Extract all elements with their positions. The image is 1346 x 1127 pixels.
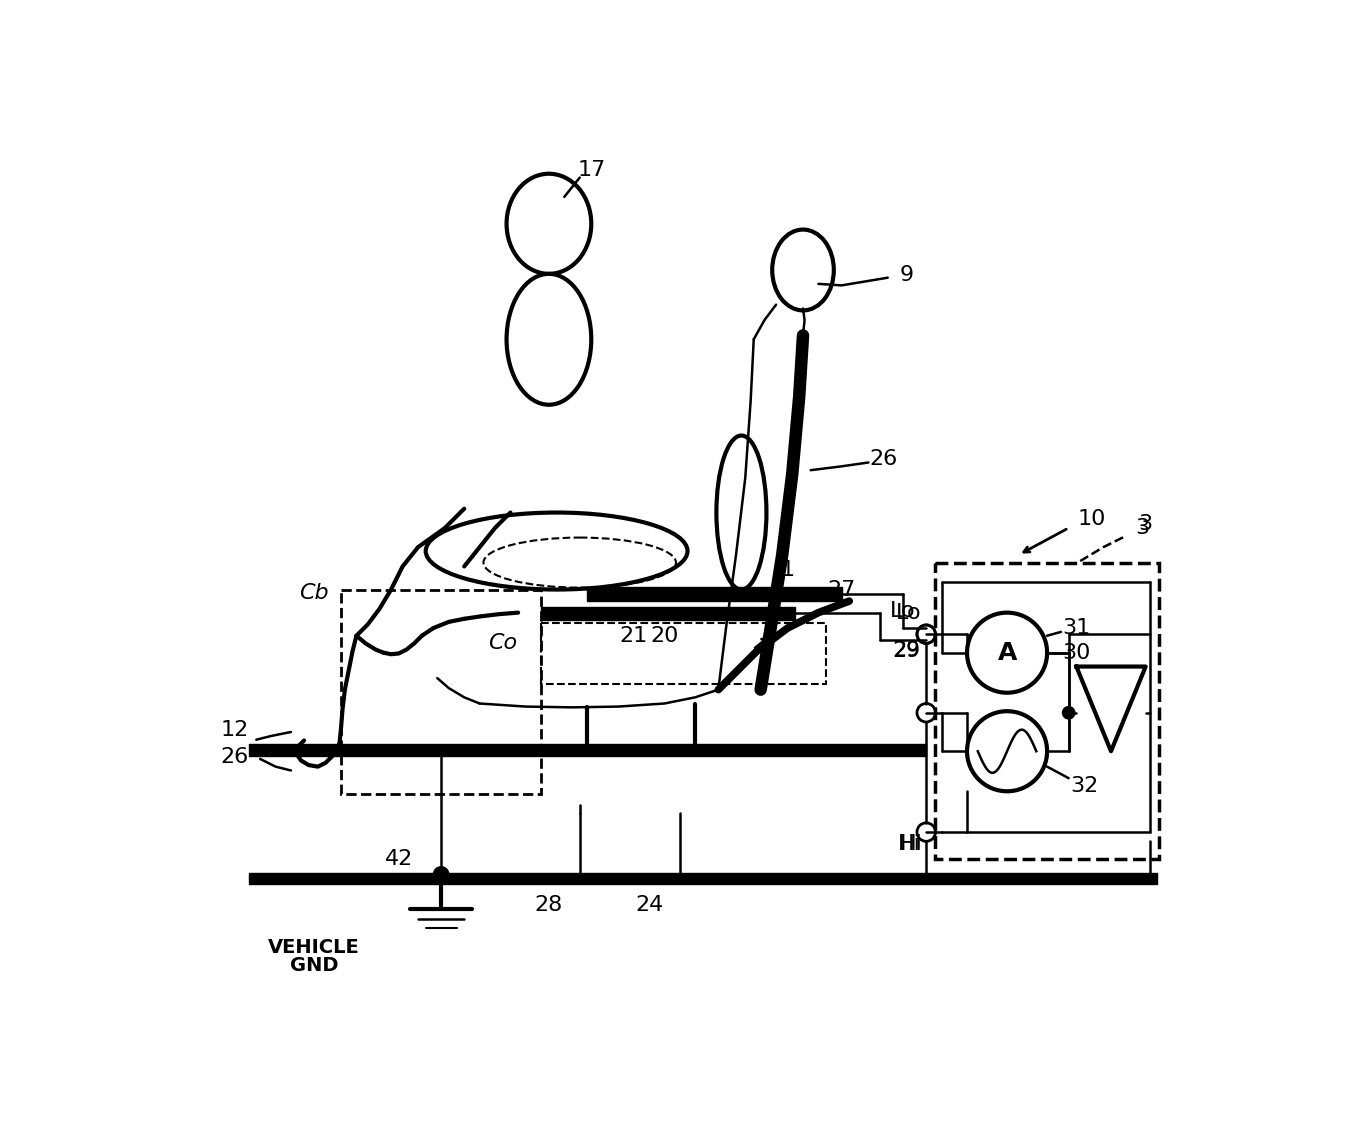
Text: 10: 10	[1078, 508, 1106, 529]
Text: 32: 32	[1070, 775, 1098, 796]
Text: Cb: Cb	[299, 584, 328, 603]
Text: 26: 26	[221, 747, 249, 767]
Text: 42: 42	[385, 849, 413, 869]
Text: VEHICLE: VEHICLE	[268, 938, 359, 957]
Text: GND: GND	[289, 956, 338, 975]
Text: 1: 1	[781, 560, 794, 580]
Circle shape	[1062, 707, 1075, 719]
Text: 28: 28	[534, 895, 563, 915]
Text: 3: 3	[1135, 518, 1149, 538]
Text: Hi: Hi	[898, 834, 921, 853]
Text: Co: Co	[489, 633, 517, 654]
Text: 31: 31	[1062, 618, 1090, 638]
Text: 21: 21	[619, 625, 647, 646]
Text: 27: 27	[828, 579, 856, 600]
Text: 29: 29	[894, 640, 921, 659]
Circle shape	[433, 867, 448, 882]
Text: 20: 20	[650, 625, 678, 646]
Text: Hi: Hi	[899, 834, 922, 853]
Text: 3: 3	[1139, 514, 1152, 534]
Text: 26: 26	[870, 449, 898, 469]
Text: 30: 30	[1062, 642, 1090, 663]
Text: 9: 9	[900, 265, 914, 285]
Text: A: A	[997, 640, 1016, 665]
Text: 17: 17	[577, 160, 606, 180]
Text: Lo: Lo	[895, 603, 921, 622]
Text: 12: 12	[221, 720, 249, 740]
Text: 29: 29	[892, 641, 921, 662]
Text: Lo: Lo	[890, 601, 915, 621]
Text: 24: 24	[635, 895, 664, 915]
